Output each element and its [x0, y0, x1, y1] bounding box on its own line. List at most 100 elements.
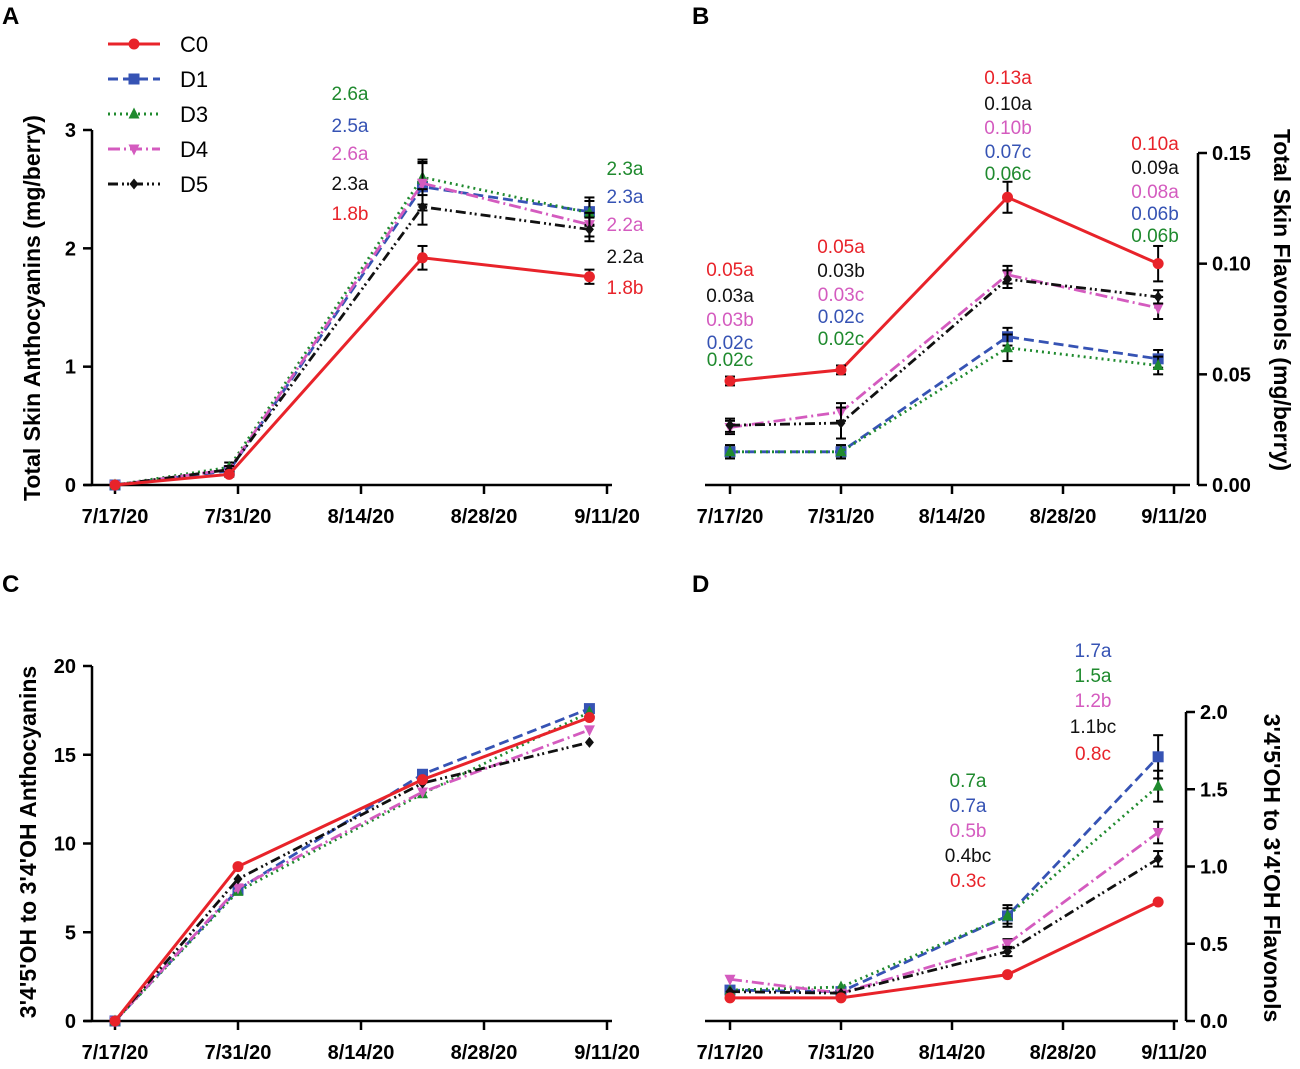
- x-tick-label: 8/14/20: [919, 1042, 986, 1064]
- data-point: [1152, 779, 1164, 791]
- panel-label-b: B: [692, 3, 709, 30]
- data-point: [1002, 939, 1013, 951]
- significance-label: 0.7a: [950, 796, 987, 817]
- y-tick-label: 0.10: [1212, 254, 1251, 276]
- significance-label: 0.10b: [984, 118, 1032, 139]
- data-point: [1002, 341, 1013, 353]
- y-tick-label: 3: [65, 120, 76, 142]
- y-tick-label: 0.15: [1212, 143, 1251, 165]
- significance-label: 0.03b: [706, 310, 754, 331]
- data-point: [1002, 191, 1013, 203]
- data-point: [417, 178, 428, 190]
- significance-label: 0.08a: [1131, 182, 1179, 203]
- significance-label: 2.3a: [607, 159, 644, 180]
- y-tick-label: 1.5: [1200, 779, 1228, 801]
- data-point: [1153, 291, 1163, 303]
- y-axis-title: 3'4'5'OH to 3'4'OH Flavonols: [1259, 714, 1285, 1023]
- legend-label: D3: [180, 102, 208, 127]
- series-line: [729, 857, 1159, 995]
- significance-label: 0.02c: [707, 350, 753, 371]
- series-line: [729, 195, 1159, 383]
- series-line: [729, 273, 1159, 429]
- x-tick-label: 9/11/20: [1141, 1042, 1207, 1064]
- legend-item-d4: D4: [108, 137, 208, 162]
- x-tick-label: 7/17/20: [82, 1042, 149, 1064]
- y-tick-label: 15: [54, 745, 76, 767]
- significance-label: 1.5a: [1075, 666, 1112, 687]
- significance-label: 0.10a: [984, 94, 1032, 115]
- series-line: [730, 335, 1159, 454]
- data-point: [584, 223, 594, 235]
- chart-panel-d: 7/17/20 7/31/20 8/14/20 8/28/20 9/11/20 0.0 0.…: [697, 641, 1285, 1064]
- significance-label: 1.2b: [1075, 691, 1112, 712]
- series-line: [113, 710, 591, 1022]
- legend: C0 D1 D3 D4 D5: [108, 32, 208, 197]
- significance-label: 0.10a: [1131, 134, 1179, 155]
- x-tick-label: 8/14/20: [328, 1042, 395, 1064]
- x-tick-label: 7/17/20: [697, 1042, 764, 1064]
- series-d3: [724, 769, 1164, 995]
- data-point: [835, 992, 847, 1004]
- series-d1: [724, 326, 1164, 460]
- significance-label: 0.05a: [817, 237, 865, 258]
- significance-label: 0.09a: [1131, 158, 1179, 179]
- legend-marker: [129, 178, 139, 190]
- data-point: [417, 774, 428, 786]
- data-point: [583, 725, 595, 737]
- series-line: [113, 740, 590, 1022]
- y-tick-label: 0.0: [1200, 1011, 1228, 1033]
- legend-label: D4: [180, 137, 208, 162]
- data-point: [223, 468, 235, 480]
- y-tick-label: 0.00: [1212, 475, 1251, 497]
- data-point: [109, 479, 121, 491]
- x-tick-label: 9/11/20: [1141, 506, 1207, 528]
- panel-label-c: C: [2, 571, 19, 598]
- significance-label: 1.1bc: [1070, 717, 1116, 738]
- y-axis-title: Total Skin Anthocyanins (mg/berry): [19, 115, 45, 501]
- x-tick-label: 7/31/20: [808, 506, 875, 528]
- legend-item-c0: C0: [108, 32, 208, 57]
- significance-label: 0.05a: [706, 260, 754, 281]
- significance-label: 0.02c: [818, 307, 864, 328]
- data-point: [1152, 896, 1164, 908]
- x-tick-label: 7/31/20: [808, 1042, 875, 1064]
- y-tick-label: 0: [65, 1011, 76, 1033]
- data-point: [1152, 258, 1164, 270]
- series-line: [729, 277, 1159, 427]
- x-tick-label: 8/28/20: [451, 1042, 518, 1064]
- significance-label: 2.3a: [607, 187, 644, 208]
- legend-marker: [128, 144, 140, 156]
- y-tick-label: 2: [65, 238, 76, 260]
- significance-label: 0.8c: [1075, 744, 1111, 765]
- data-point: [836, 417, 846, 429]
- series-line: [113, 728, 590, 1022]
- x-tick-label: 7/31/20: [205, 1042, 272, 1064]
- panel-label-d: D: [692, 571, 709, 598]
- x-tick-label: 8/28/20: [451, 506, 518, 528]
- x-tick-label: 9/11/20: [574, 506, 640, 528]
- y-tick-label: 2.0: [1200, 702, 1228, 724]
- data-point: [232, 861, 244, 873]
- significance-label: 0.13a: [984, 68, 1032, 89]
- significance-label: 0.06b: [1131, 226, 1179, 247]
- y-tick-label: 10: [54, 834, 76, 856]
- significance-label: 2.3a: [332, 174, 369, 195]
- series-c0: [109, 711, 595, 1027]
- data-point: [417, 252, 428, 264]
- data-point: [584, 736, 594, 748]
- legend-item-d5: D5: [108, 172, 208, 197]
- x-tick-label: 8/28/20: [1030, 1042, 1097, 1064]
- data-point: [1152, 751, 1164, 763]
- significance-label: 2.6a: [332, 84, 369, 105]
- legend-marker: [128, 38, 140, 50]
- data-point: [1003, 945, 1012, 957]
- legend-label: D5: [180, 172, 208, 197]
- x-tick-label: 9/11/20: [574, 1042, 640, 1064]
- series-c0: [724, 180, 1164, 387]
- series-line: [730, 346, 1159, 454]
- significance-label: 1.8b: [607, 278, 644, 299]
- x-tick-label: 7/17/20: [697, 506, 764, 528]
- y-tick-label: 0.5: [1200, 934, 1228, 956]
- series-line: [114, 175, 590, 487]
